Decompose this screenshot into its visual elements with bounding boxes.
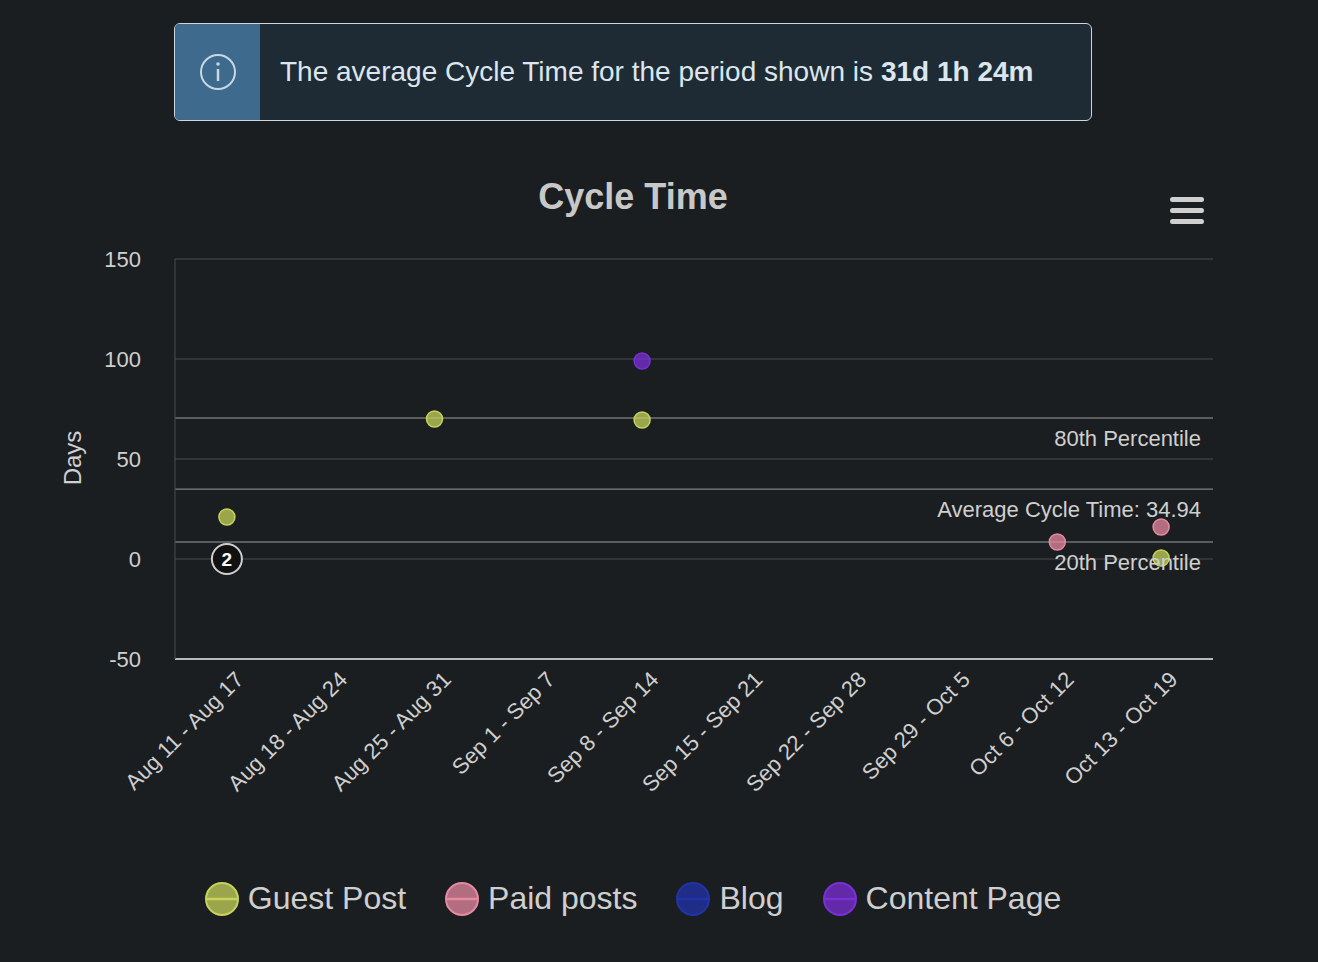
svg-text:Oct 6 - Oct 12: Oct 6 - Oct 12 (964, 667, 1079, 782)
svg-text:Aug 25 - Aug 31: Aug 25 - Aug 31 (327, 667, 456, 796)
html-text:Content Page: Content Page (865, 880, 1062, 916)
svg-text:Sep 8 - Sep 14: Sep 8 - Sep 14 (542, 666, 664, 789)
html-text:Cycle Time: Cycle Time (538, 176, 728, 217)
html-text:Guest Post: Guest Post (247, 880, 407, 916)
html-text:Paid posts: Paid posts (488, 880, 638, 916)
svg-text:-50: -50 (109, 647, 141, 672)
svg-text:Aug 18 - Aug 24: Aug 18 - Aug 24 (222, 666, 353, 796)
svg-text:Oct 13 - Oct 19: Oct 13 - Oct 19 (1059, 667, 1182, 790)
svg-text:Aug 11 - Aug 17: Aug 11 - Aug 17 (120, 666, 249, 795)
html-text:The average Cycle Time for the: The average Cycle Time for the period sh… (280, 56, 1034, 87)
svg-text:Sep 15 - Sep 21: Sep 15 - Sep 21 (637, 666, 768, 797)
svg-text:Sep 1 - Sep 7: Sep 1 - Sep 7 (447, 667, 560, 780)
svg-text:2: 2 (222, 549, 233, 570)
html-text:Blog: Blog (719, 880, 784, 916)
svg-text:50: 50 (117, 447, 141, 472)
svg-text:150: 150 (104, 247, 141, 272)
html-text:Days: Days (59, 430, 86, 486)
svg-text:20th Percentile: 20th Percentile (1054, 550, 1201, 575)
svg-text:100: 100 (104, 347, 141, 372)
svg-text:Sep 22 - Sep 28: Sep 22 - Sep 28 (741, 667, 871, 797)
svg-text:0: 0 (129, 547, 141, 572)
svg-text:80th Percentile: 80th Percentile (1054, 426, 1201, 451)
svg-text:Sep 29 - Oct 5: Sep 29 - Oct 5 (857, 667, 975, 785)
svg-text:Average Cycle Time: 34.94: Average Cycle Time: 34.94 (937, 497, 1201, 522)
